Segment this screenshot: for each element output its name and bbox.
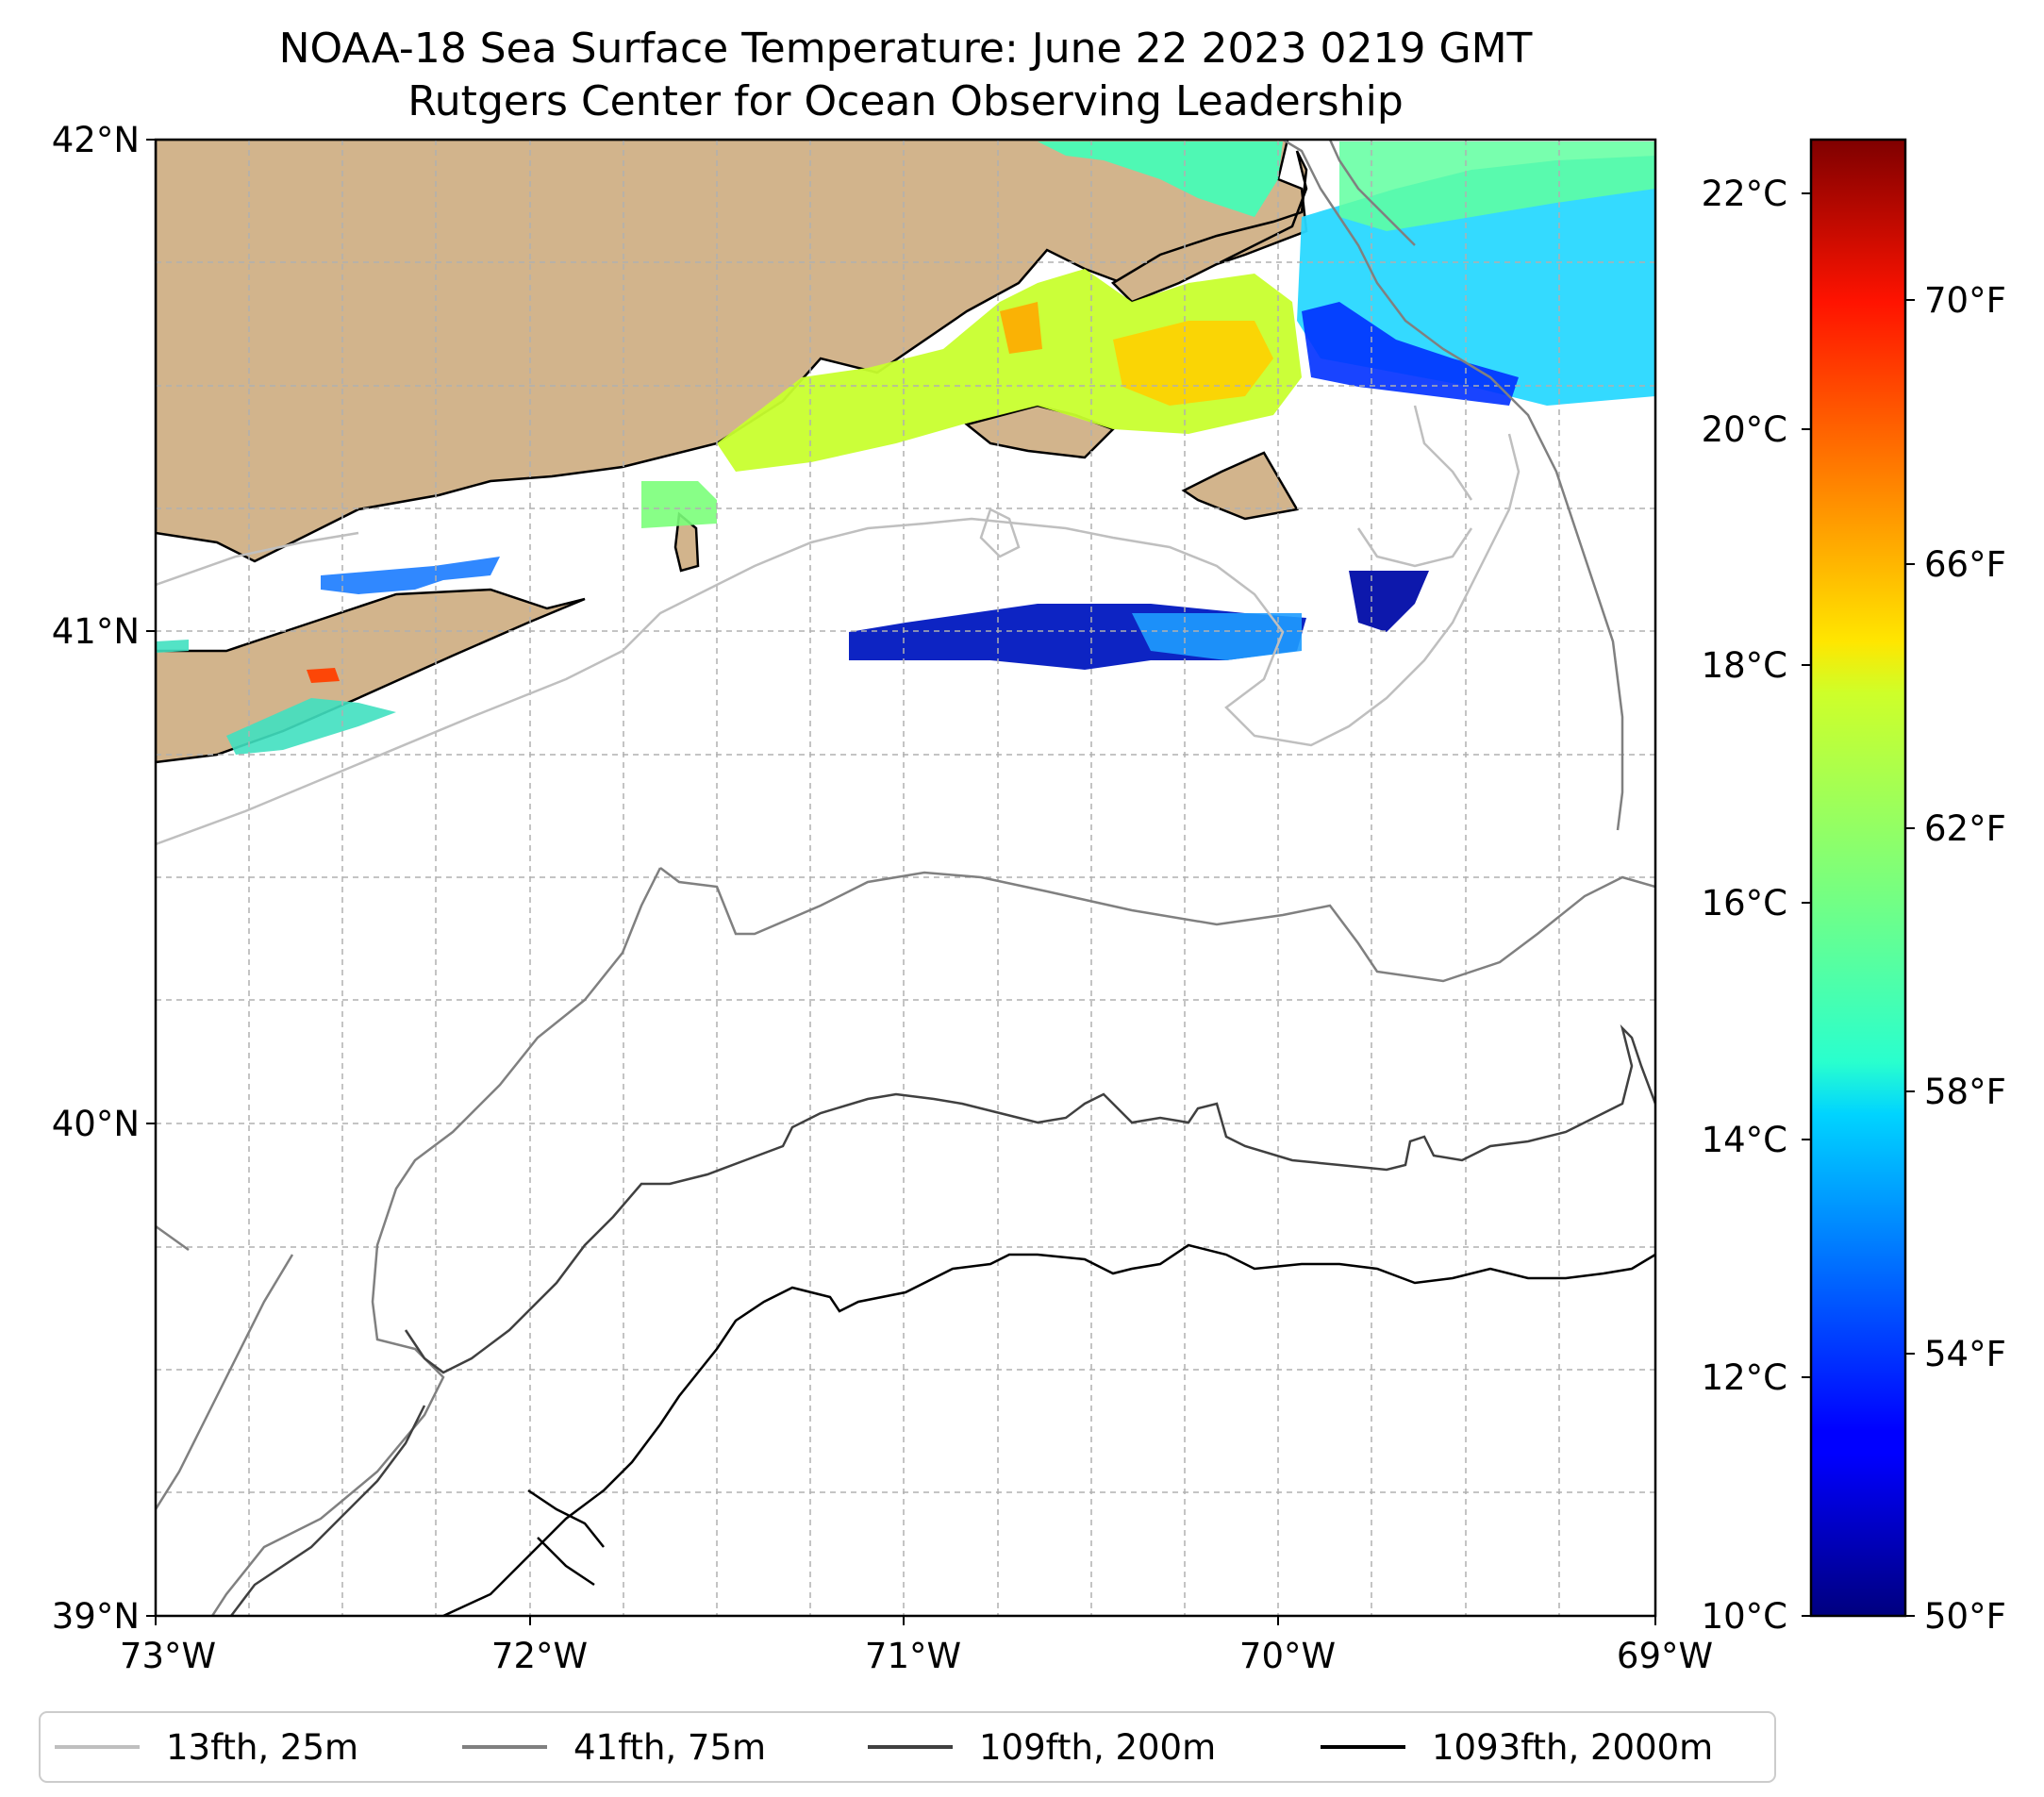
sst-patch-east-green (1339, 141, 1655, 231)
gridlines (156, 140, 1655, 1616)
sst-patch-li-west (156, 640, 189, 653)
legend-label: 41fth, 75m (573, 1727, 766, 1768)
map-area (156, 140, 1655, 1616)
celsius-tick-label: 16°C (1702, 883, 1787, 923)
x-tick-label: 72°W (491, 1636, 588, 1676)
sst-patch-warm-core (1113, 321, 1273, 406)
x-tick-label: 70°W (1239, 1636, 1336, 1676)
celsius-tick-label: 12°C (1702, 1357, 1787, 1398)
land-block-island (673, 511, 700, 573)
colorbar-celsius-ticks: 22°C 20°C 18°C 16°C 14°C 12°C 10°C (1702, 174, 1811, 1637)
land-nantucket (1181, 451, 1299, 521)
fahrenheit-tick-label: 66°F (1924, 544, 2006, 585)
isobath-2000m (442, 1243, 1655, 1616)
sst-patch-li-south (226, 698, 396, 755)
title-line-1: NOAA-18 Sea Surface Temperature: June 22… (279, 25, 1533, 73)
celsius-tick-label: 10°C (1702, 1596, 1787, 1637)
celsius-tick-label: 20°C (1702, 409, 1787, 450)
x-tick-label: 69°W (1617, 1636, 1713, 1676)
x-axis: 73°W 72°W 71°W 70°W 69°W (120, 1616, 1713, 1676)
legend-item-25m: 13fth, 25m (55, 1727, 358, 1768)
sst-data-patches (156, 141, 1655, 755)
y-tick-label: 39°N (52, 1596, 140, 1637)
title-line-2: Rutgers Center for Ocean Observing Leade… (407, 77, 1404, 125)
land-cape-cod (1110, 150, 1308, 304)
sst-patch-se-cold (1349, 571, 1429, 632)
y-tick-label: 42°N (52, 120, 140, 160)
fahrenheit-tick-label: 70°F (1924, 280, 2006, 321)
celsius-tick-label: 14°C (1702, 1120, 1787, 1160)
land-long-island (156, 588, 586, 764)
sst-patch-cape-north (1038, 141, 1283, 217)
y-axis: 42°N 41°N 40°N 39°N (52, 120, 156, 1637)
x-tick-label: 73°W (120, 1636, 216, 1676)
fahrenheit-tick-label: 50°F (1924, 1596, 2006, 1637)
sst-patch-warm-spot (1000, 302, 1042, 354)
celsius-tick-label: 22°C (1702, 174, 1787, 214)
colorbar-fahrenheit-ticks: 70°F 66°F 62°F 58°F 54°F 50°F (1905, 280, 2006, 1637)
isobath-200m (230, 1023, 1655, 1616)
fahrenheit-tick-label: 58°F (1924, 1072, 2006, 1112)
sst-patch-li-sound (321, 557, 500, 594)
sst-patch-bi-north (641, 481, 717, 528)
legend-item-2000m: 1093fth, 2000m (1321, 1727, 1713, 1768)
legend-label: 109fth, 200m (979, 1727, 1216, 1768)
isobath-75m (156, 140, 1655, 1616)
fahrenheit-tick-label: 62°F (1924, 808, 2006, 849)
celsius-tick-label: 18°C (1702, 645, 1787, 686)
legend-label: 13fth, 25m (166, 1727, 358, 1768)
land-mainland (156, 140, 1308, 563)
map-frame (154, 138, 1657, 1618)
legend-label: 1093fth, 2000m (1432, 1727, 1713, 1768)
y-tick-label: 41°N (52, 611, 140, 652)
x-tick-label: 71°W (865, 1636, 961, 1676)
sst-patch-south-cool (1132, 613, 1302, 660)
sst-patch-north-warm (717, 269, 1302, 472)
legend-item-75m: 41fth, 75m (462, 1727, 766, 1768)
y-tick-label: 40°N (52, 1104, 140, 1144)
legend-item-200m: 109fth, 200m (868, 1727, 1216, 1768)
colorbar-gradient (1809, 138, 1907, 1618)
isobath-25m (156, 405, 1521, 846)
land-masses (156, 140, 1308, 764)
sst-patch-east-cold (1302, 302, 1519, 406)
colorbar: 22°C 20°C 18°C 16°C 14°C 12°C 10°C 70°F … (1702, 138, 2006, 1637)
fahrenheit-tick-label: 54°F (1924, 1334, 2006, 1374)
sst-patch-peconic (307, 668, 340, 683)
legend: 13fth, 25m 41fth, 75m 109fth, 200m 1093f… (39, 1711, 1776, 1783)
